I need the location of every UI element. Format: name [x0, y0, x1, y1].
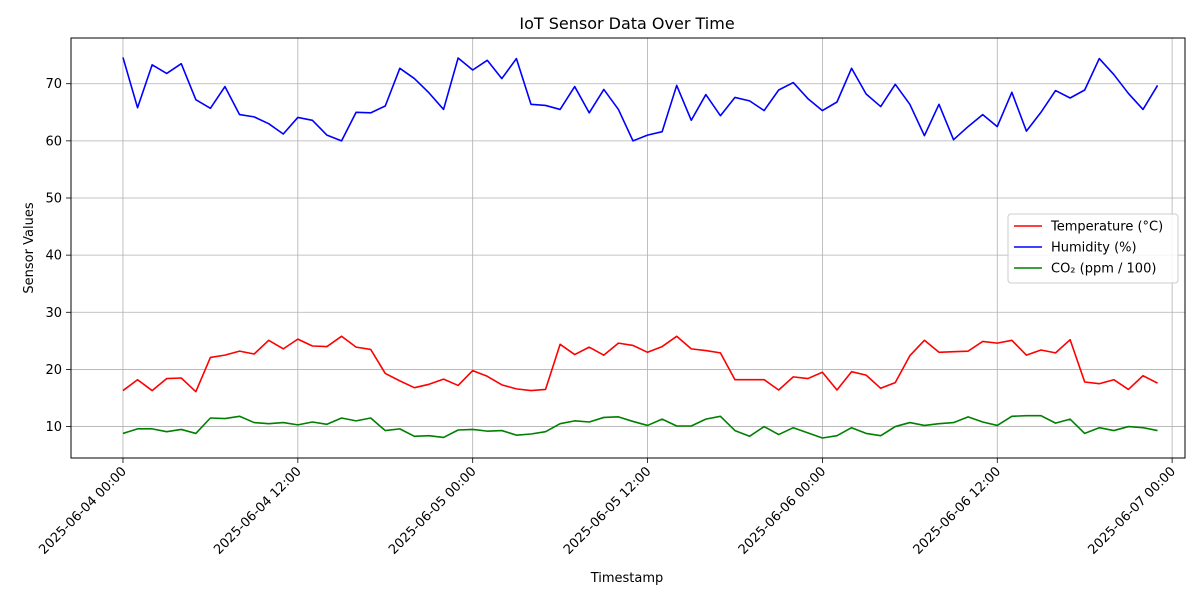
x-tick-label: 2025-06-05 00:00 — [386, 464, 479, 557]
y-axis-label: Sensor Values — [22, 202, 37, 293]
y-tick-label: 70 — [45, 77, 62, 92]
legend-box — [1007, 213, 1179, 284]
series-layer — [122, 57, 1159, 439]
x-tick-label: 2025-06-06 12:00 — [911, 464, 1004, 557]
x-axis: 2025-06-04 00:00 2025-06-04 12:00 2025-06-… — [36, 458, 1179, 558]
x-tick-label: 2025-06-04 12:00 — [211, 464, 304, 557]
y-tick-label: 30 — [45, 306, 62, 321]
grid — [71, 38, 1185, 458]
legend-label: CO₂ (ppm / 100) — [1051, 262, 1156, 277]
series-line-1 — [122, 57, 1159, 142]
legend: Temperature (°C) Humidity (%) CO₂ (ppm / 1… — [1007, 213, 1179, 284]
y-tick-label: 50 — [45, 192, 62, 207]
series-line-2 — [122, 414, 1158, 439]
y-tick-label: 10 — [45, 420, 62, 435]
legend-label: Temperature (°C) — [1050, 220, 1163, 235]
x-axis-label: Timestamp — [590, 571, 664, 586]
x-tick-label: 2025-06-06 00:00 — [736, 464, 829, 557]
chart-title: IoT Sensor Data Over Time — [519, 14, 734, 33]
y-axis: 10 20 30 40 50 60 70 — [45, 77, 71, 435]
x-tick-label: 2025-06-07 00:00 — [1086, 464, 1179, 557]
x-tick-label: 2025-06-05 12:00 — [561, 464, 654, 557]
series-line-0 — [122, 335, 1158, 393]
y-tick-label: 60 — [45, 134, 62, 149]
plot-frame — [70, 37, 1186, 459]
y-tick-label: 40 — [45, 249, 62, 264]
legend-label: Humidity (%) — [1051, 241, 1137, 256]
y-tick-label: 20 — [45, 363, 62, 378]
x-tick-label: 2025-06-04 00:00 — [36, 464, 129, 557]
